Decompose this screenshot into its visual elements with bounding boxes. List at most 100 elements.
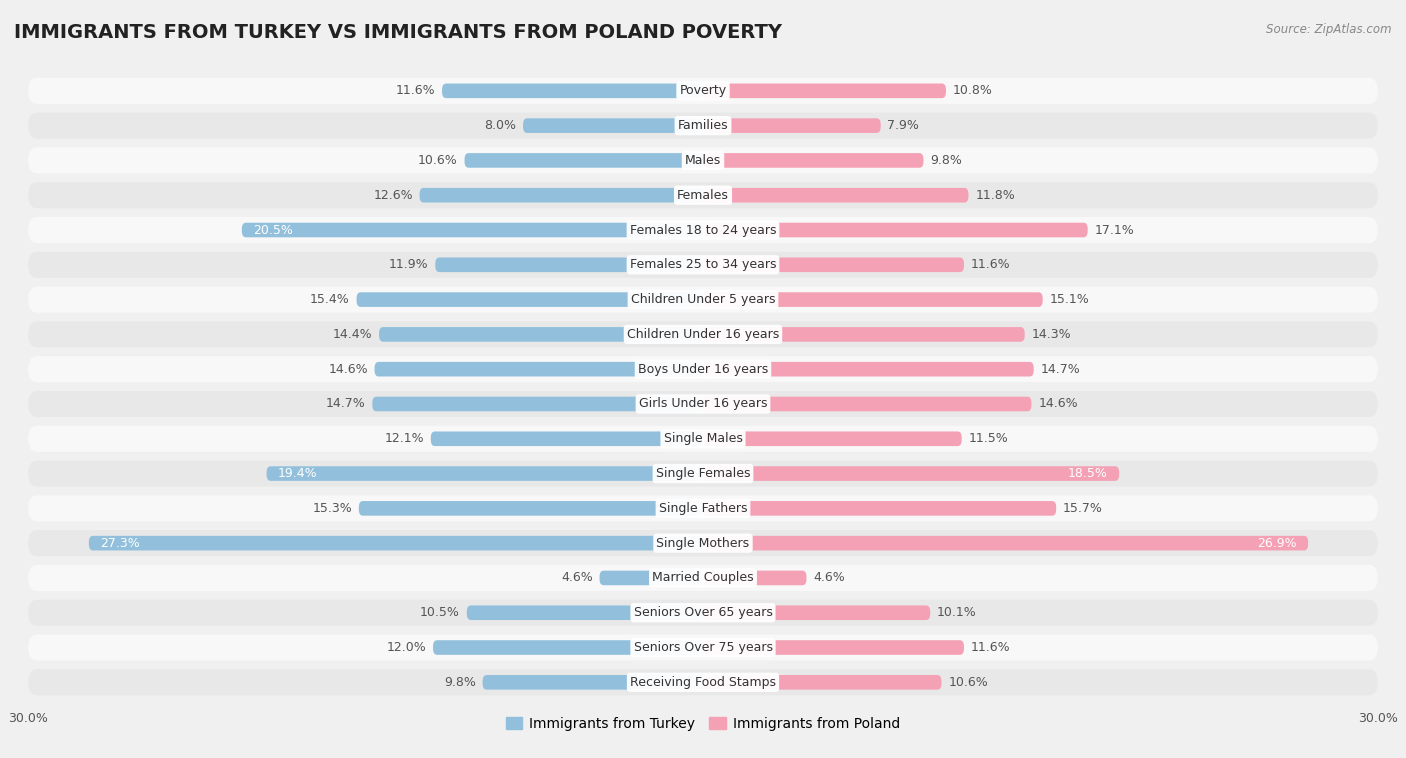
FancyBboxPatch shape — [703, 327, 1025, 342]
Text: 11.5%: 11.5% — [969, 432, 1008, 445]
Text: Boys Under 16 years: Boys Under 16 years — [638, 362, 768, 376]
Text: 15.7%: 15.7% — [1063, 502, 1102, 515]
Text: 20.5%: 20.5% — [253, 224, 292, 236]
Text: Married Couples: Married Couples — [652, 572, 754, 584]
Text: 26.9%: 26.9% — [1257, 537, 1296, 550]
Text: 10.5%: 10.5% — [420, 606, 460, 619]
FancyBboxPatch shape — [703, 466, 1119, 481]
Text: Single Mothers: Single Mothers — [657, 537, 749, 550]
Text: Females: Females — [678, 189, 728, 202]
FancyBboxPatch shape — [28, 147, 1378, 174]
Text: Females 18 to 24 years: Females 18 to 24 years — [630, 224, 776, 236]
FancyBboxPatch shape — [359, 501, 703, 515]
Text: Seniors Over 75 years: Seniors Over 75 years — [634, 641, 772, 654]
Text: Females 25 to 34 years: Females 25 to 34 years — [630, 258, 776, 271]
FancyBboxPatch shape — [28, 495, 1378, 522]
Text: 9.8%: 9.8% — [444, 676, 475, 689]
Text: 11.9%: 11.9% — [389, 258, 429, 271]
Text: 12.0%: 12.0% — [387, 641, 426, 654]
Text: 9.8%: 9.8% — [931, 154, 962, 167]
Text: 11.8%: 11.8% — [976, 189, 1015, 202]
FancyBboxPatch shape — [703, 641, 965, 655]
FancyBboxPatch shape — [28, 565, 1378, 591]
FancyBboxPatch shape — [436, 258, 703, 272]
FancyBboxPatch shape — [703, 396, 1032, 412]
FancyBboxPatch shape — [28, 356, 1378, 382]
Text: 8.0%: 8.0% — [484, 119, 516, 132]
Text: Source: ZipAtlas.com: Source: ZipAtlas.com — [1267, 23, 1392, 36]
FancyBboxPatch shape — [703, 362, 1033, 377]
FancyBboxPatch shape — [28, 426, 1378, 452]
Text: 19.4%: 19.4% — [278, 467, 318, 480]
Text: 12.1%: 12.1% — [384, 432, 425, 445]
FancyBboxPatch shape — [28, 634, 1378, 660]
FancyBboxPatch shape — [703, 501, 1056, 515]
FancyBboxPatch shape — [599, 571, 703, 585]
FancyBboxPatch shape — [482, 675, 703, 690]
FancyBboxPatch shape — [242, 223, 703, 237]
FancyBboxPatch shape — [28, 391, 1378, 417]
FancyBboxPatch shape — [28, 78, 1378, 104]
Legend: Immigrants from Turkey, Immigrants from Poland: Immigrants from Turkey, Immigrants from … — [501, 711, 905, 736]
Text: 4.6%: 4.6% — [813, 572, 845, 584]
FancyBboxPatch shape — [703, 293, 1043, 307]
Text: 12.6%: 12.6% — [373, 189, 413, 202]
Text: Children Under 5 years: Children Under 5 years — [631, 293, 775, 306]
Text: 15.3%: 15.3% — [312, 502, 352, 515]
FancyBboxPatch shape — [373, 396, 703, 412]
FancyBboxPatch shape — [28, 252, 1378, 278]
FancyBboxPatch shape — [28, 287, 1378, 312]
Text: Girls Under 16 years: Girls Under 16 years — [638, 397, 768, 411]
Text: Males: Males — [685, 154, 721, 167]
FancyBboxPatch shape — [703, 536, 1308, 550]
FancyBboxPatch shape — [703, 188, 969, 202]
Text: 11.6%: 11.6% — [970, 641, 1011, 654]
Text: Poverty: Poverty — [679, 84, 727, 97]
FancyBboxPatch shape — [28, 321, 1378, 347]
Text: 14.3%: 14.3% — [1032, 328, 1071, 341]
FancyBboxPatch shape — [28, 669, 1378, 695]
Text: 7.9%: 7.9% — [887, 119, 920, 132]
FancyBboxPatch shape — [523, 118, 703, 133]
Text: 10.1%: 10.1% — [936, 606, 977, 619]
Text: Seniors Over 65 years: Seniors Over 65 years — [634, 606, 772, 619]
Text: 14.6%: 14.6% — [1038, 397, 1078, 411]
Text: Children Under 16 years: Children Under 16 years — [627, 328, 779, 341]
Text: 18.5%: 18.5% — [1069, 467, 1108, 480]
FancyBboxPatch shape — [703, 83, 946, 98]
FancyBboxPatch shape — [703, 223, 1088, 237]
FancyBboxPatch shape — [28, 530, 1378, 556]
FancyBboxPatch shape — [419, 188, 703, 202]
Text: 17.1%: 17.1% — [1094, 224, 1135, 236]
Text: Receiving Food Stamps: Receiving Food Stamps — [630, 676, 776, 689]
FancyBboxPatch shape — [703, 258, 965, 272]
FancyBboxPatch shape — [703, 118, 880, 133]
Text: Families: Families — [678, 119, 728, 132]
FancyBboxPatch shape — [28, 182, 1378, 208]
Text: 11.6%: 11.6% — [970, 258, 1011, 271]
Text: 10.6%: 10.6% — [418, 154, 458, 167]
FancyBboxPatch shape — [89, 536, 703, 550]
Text: IMMIGRANTS FROM TURKEY VS IMMIGRANTS FROM POLAND POVERTY: IMMIGRANTS FROM TURKEY VS IMMIGRANTS FRO… — [14, 23, 782, 42]
FancyBboxPatch shape — [703, 571, 807, 585]
Text: 10.6%: 10.6% — [948, 676, 988, 689]
FancyBboxPatch shape — [28, 600, 1378, 626]
Text: 14.7%: 14.7% — [326, 397, 366, 411]
FancyBboxPatch shape — [28, 217, 1378, 243]
FancyBboxPatch shape — [267, 466, 703, 481]
FancyBboxPatch shape — [380, 327, 703, 342]
Text: 14.4%: 14.4% — [333, 328, 373, 341]
Text: Single Fathers: Single Fathers — [659, 502, 747, 515]
Text: 10.8%: 10.8% — [953, 84, 993, 97]
FancyBboxPatch shape — [467, 606, 703, 620]
Text: 15.1%: 15.1% — [1049, 293, 1090, 306]
Text: Single Males: Single Males — [664, 432, 742, 445]
FancyBboxPatch shape — [703, 153, 924, 168]
Text: 4.6%: 4.6% — [561, 572, 593, 584]
FancyBboxPatch shape — [28, 113, 1378, 139]
FancyBboxPatch shape — [374, 362, 703, 377]
FancyBboxPatch shape — [703, 431, 962, 446]
Text: 14.7%: 14.7% — [1040, 362, 1080, 376]
FancyBboxPatch shape — [430, 431, 703, 446]
Text: 11.6%: 11.6% — [395, 84, 436, 97]
